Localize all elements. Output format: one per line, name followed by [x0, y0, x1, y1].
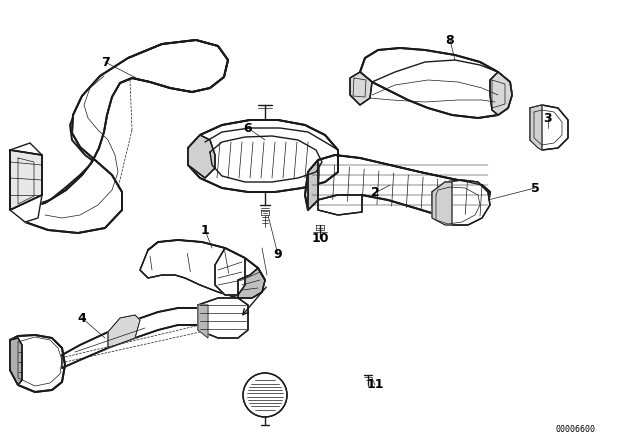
Polygon shape	[360, 48, 512, 118]
Polygon shape	[140, 240, 265, 298]
Text: 3: 3	[544, 112, 552, 125]
Polygon shape	[10, 143, 42, 222]
Text: 1: 1	[200, 224, 209, 237]
Polygon shape	[198, 305, 208, 338]
Polygon shape	[318, 195, 362, 215]
Polygon shape	[10, 150, 42, 210]
Polygon shape	[305, 155, 490, 218]
Polygon shape	[308, 160, 318, 210]
Polygon shape	[198, 298, 248, 338]
Text: 7: 7	[100, 56, 109, 69]
Polygon shape	[432, 182, 452, 225]
Text: 6: 6	[244, 121, 252, 134]
Polygon shape	[10, 42, 225, 232]
Polygon shape	[10, 40, 228, 233]
Polygon shape	[188, 120, 338, 192]
Polygon shape	[215, 248, 245, 295]
Text: 00006600: 00006600	[555, 425, 595, 434]
Text: 10: 10	[311, 232, 329, 245]
Polygon shape	[188, 135, 215, 178]
Polygon shape	[530, 105, 542, 150]
Polygon shape	[62, 308, 198, 368]
Polygon shape	[238, 268, 265, 298]
Polygon shape	[530, 105, 568, 150]
Text: 8: 8	[445, 34, 454, 47]
Polygon shape	[490, 72, 512, 115]
Polygon shape	[432, 180, 490, 225]
Polygon shape	[350, 72, 372, 105]
Text: 2: 2	[371, 186, 380, 199]
Text: 4: 4	[77, 311, 86, 324]
Text: 5: 5	[531, 181, 540, 194]
Text: 11: 11	[366, 379, 384, 392]
Circle shape	[243, 373, 287, 417]
Text: 9: 9	[274, 249, 282, 262]
Polygon shape	[108, 315, 140, 348]
Polygon shape	[10, 335, 65, 392]
Polygon shape	[10, 338, 22, 385]
